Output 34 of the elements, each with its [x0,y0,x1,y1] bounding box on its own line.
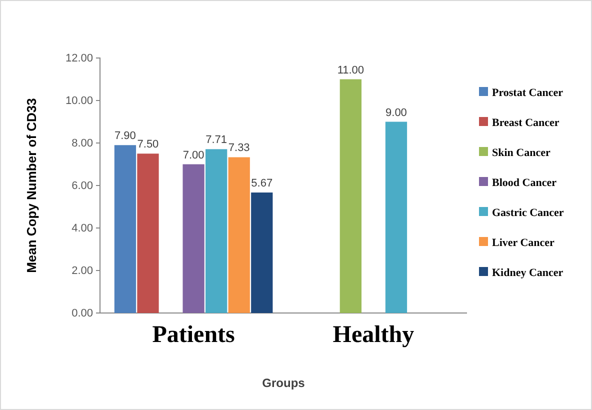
y-tick-label: 12.00 [65,52,93,65]
x-axis-title: Groups [262,376,306,390]
bar [228,157,250,313]
legend-label: Breast Cancer [492,117,560,129]
data-label: 7.50 [137,138,159,151]
y-tick-label: 10.00 [65,95,93,108]
bar [114,145,136,313]
bar [385,122,408,313]
y-tick-label: 2.00 [72,265,93,278]
data-label: 5.67 [251,178,273,190]
x-tick-label: Healthy [332,322,414,348]
y-tick-label: 4.00 [72,222,93,235]
data-label: 7.90 [114,130,136,142]
x-tick-label: Patients [152,322,235,348]
data-label: 7.00 [182,149,204,162]
data-label: 7.71 [206,134,228,146]
data-label: 9.00 [386,106,407,119]
bar [251,192,273,313]
y-axis-title: Mean Copy Number of CD33 [24,98,39,273]
bar [340,79,362,313]
bar [182,164,204,313]
legend-label: Prostat Cancer [492,87,564,99]
y-tick-label: 8.00 [72,138,93,150]
bar [206,149,228,313]
legend-label: Skin Cancer [492,147,550,159]
legend-label: Liver Cancer [492,237,555,249]
legend-label: Blood Cancer [492,177,557,189]
legend-label: Gastric Cancer [492,207,564,219]
legend-label: Kidney Cancer [492,267,564,279]
data-label: 7.33 [228,142,250,154]
bar [137,154,159,313]
y-tick-label: 0.00 [72,308,93,320]
data-label: 11.00 [337,64,364,76]
y-tick-label: 6.00 [72,180,93,192]
